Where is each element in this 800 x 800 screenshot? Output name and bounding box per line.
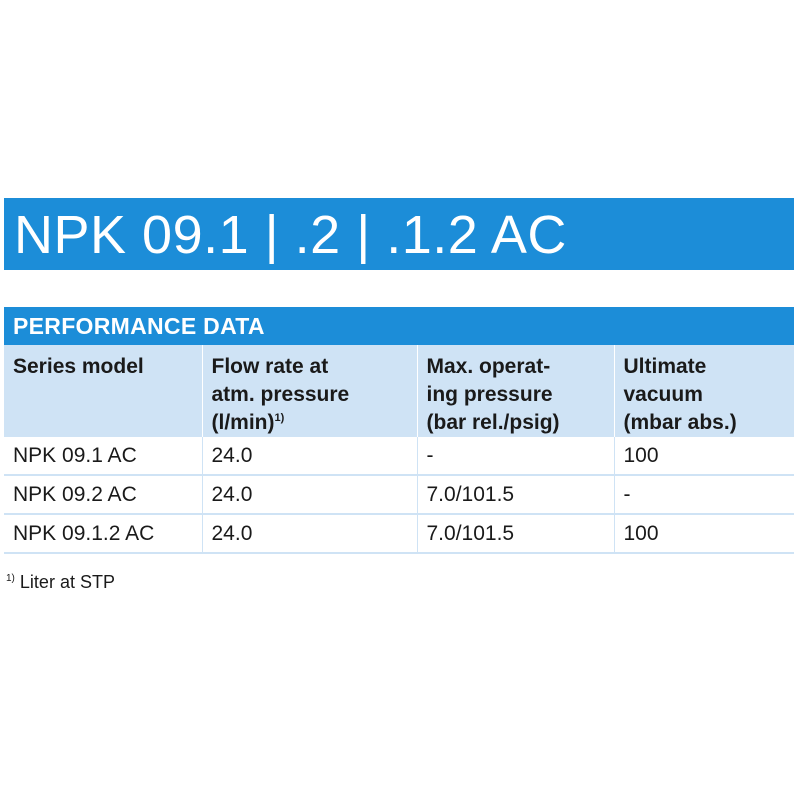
table-cell-ultimate-vacuum: -	[614, 475, 795, 515]
section-title: PERFORMANCE DATA	[4, 307, 795, 345]
column-header-flow-rate: Flow rate at atm. pressure (l/min)1)	[202, 345, 418, 437]
performance-table: PERFORMANCE DATA Series model Flow rate …	[4, 307, 795, 554]
column-header-label: Flow rate at atm. pressure (l/min)	[211, 355, 350, 434]
table-cell-max-pressure: 7.0/101.5	[417, 514, 615, 554]
footnote-text: Liter at STP	[19, 572, 115, 592]
table-cell-model: NPK 09.1 AC	[4, 437, 203, 476]
column-header-max-pressure: Max. operat- ing pressure (bar rel./psig…	[417, 345, 615, 437]
column-header-label: Ultimate vacuum (mbar abs.)	[623, 355, 737, 434]
table-cell-max-pressure: 7.0/101.5	[417, 475, 615, 515]
table-cell-ultimate-vacuum: 100	[614, 514, 795, 554]
table-cell-flow-rate: 24.0	[202, 475, 418, 515]
column-header-footnote-marker: 1)	[274, 412, 285, 424]
table-cell-max-pressure: -	[417, 437, 615, 476]
table-cell-model: NPK 09.1.2 AC	[4, 514, 203, 554]
table-row: NPK 09.2 AC 24.0 7.0/101.5 -	[4, 475, 795, 515]
table-cell-ultimate-vacuum: 100	[614, 437, 795, 476]
column-header-row: Series model Flow rate at atm. pressure …	[4, 345, 795, 437]
table-cell-flow-rate: 24.0	[202, 514, 418, 554]
section-header-row: PERFORMANCE DATA	[4, 307, 795, 345]
title-banner: NPK 09.1 | .2 | .1.2 AC	[4, 198, 794, 270]
table-row: NPK 09.1 AC 24.0 - 100	[4, 437, 795, 476]
table-cell-model: NPK 09.2 AC	[4, 475, 203, 515]
table-row: NPK 09.1.2 AC 24.0 7.0/101.5 100	[4, 514, 795, 554]
column-header-label: Max. operat- ing pressure (bar rel./psig…	[426, 355, 560, 434]
column-header-series-model: Series model	[4, 345, 203, 437]
column-header-ultimate-vacuum: Ultimate vacuum (mbar abs.)	[614, 345, 795, 437]
footnote-marker: 1)	[6, 573, 15, 584]
page-title: NPK 09.1 | .2 | .1.2 AC	[14, 205, 567, 265]
table-cell-flow-rate: 24.0	[202, 437, 418, 476]
footnote: 1) Liter at STP	[6, 572, 115, 593]
column-header-label: Series model	[13, 355, 144, 378]
